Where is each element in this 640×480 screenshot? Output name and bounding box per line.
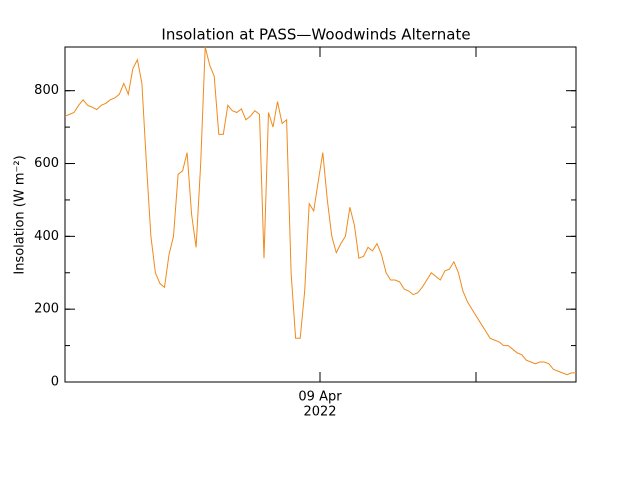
y-tick-label: 800	[34, 83, 59, 98]
y-tick-label: 200	[34, 302, 59, 317]
y-tick-label: 400	[34, 229, 59, 244]
y-tick-label: 0	[51, 375, 59, 390]
x-tick-label: 09 Apr	[298, 390, 342, 405]
x-ticks	[319, 47, 477, 382]
chart-title: Insolation at PASS—Woodwinds Alternate	[161, 26, 470, 44]
y-axis-label: Insolation (W m⁻²)	[13, 155, 28, 274]
data-line	[64, 46, 576, 376]
y-tick-label: 600	[34, 156, 59, 171]
plot-frame	[64, 46, 577, 383]
x-tick-label: 2022	[303, 405, 336, 420]
